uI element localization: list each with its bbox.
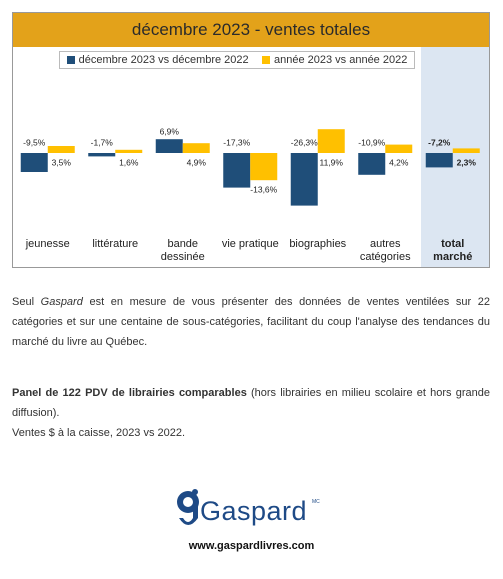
legend: décembre 2023 vs décembre 2022 année 2023… bbox=[59, 51, 415, 69]
bar bbox=[385, 144, 413, 153]
bar bbox=[452, 148, 480, 153]
chart-title: décembre 2023 - ventes totales bbox=[13, 13, 489, 47]
data-label: -17,3% bbox=[223, 137, 250, 147]
paragraph: Ventes $ à la caisse, 2023 vs 2022. bbox=[12, 427, 186, 439]
data-label: 1,6% bbox=[119, 157, 139, 167]
bold-text: Panel de 122 PDV de librairies comparabl… bbox=[12, 387, 247, 399]
paragraph: Seul Gaspard est en mesure de vous prése… bbox=[12, 292, 490, 352]
x-tick-label: total marché bbox=[433, 238, 473, 263]
x-tick-label: biographies bbox=[289, 238, 347, 250]
bar bbox=[425, 153, 453, 168]
bar bbox=[182, 143, 210, 153]
data-label: 11,9% bbox=[320, 157, 344, 167]
data-label: -7,2% bbox=[428, 137, 451, 147]
logo-text: Gaspard bbox=[200, 496, 308, 526]
data-label: 4,9% bbox=[187, 157, 207, 167]
logo-icon bbox=[177, 489, 199, 525]
data-label: -9,5% bbox=[23, 137, 46, 147]
x-tick-label: bande dessinée bbox=[160, 238, 205, 263]
bar bbox=[115, 149, 143, 153]
bar bbox=[155, 139, 183, 153]
data-label: 6,9% bbox=[160, 126, 180, 136]
chart: -9,5% 3,5% -1,7% 1,6% 6,9% 4,9% -17,3% -13,6% -2… bbox=[12, 12, 490, 268]
x-tick-label: littérature bbox=[92, 238, 139, 250]
legend-label: décembre 2023 vs décembre 2022 bbox=[78, 54, 249, 66]
bar bbox=[317, 129, 345, 153]
data-label: -1,7% bbox=[91, 137, 114, 147]
text: est en mesure de vous présenter des donn… bbox=[12, 296, 490, 348]
legend-swatch bbox=[261, 56, 270, 64]
x-tick-label: autres catégories bbox=[359, 238, 411, 263]
chart-plot: -9,5% 3,5% -1,7% 1,6% 6,9% 4,9% -17,3% -13,6% -2… bbox=[20, 47, 489, 267]
brand: Gaspard bbox=[40, 296, 83, 308]
x-tick-label: jeunesse bbox=[25, 238, 70, 250]
data-label: 4,2% bbox=[389, 157, 409, 167]
bar bbox=[358, 153, 386, 175]
legend-label: année 2023 vs année 2022 bbox=[273, 54, 408, 66]
bar bbox=[47, 146, 75, 153]
data-label: 3,5% bbox=[52, 157, 72, 167]
data-label: -10,9% bbox=[358, 137, 385, 147]
bar bbox=[88, 153, 116, 157]
legend-swatch bbox=[66, 56, 75, 64]
data-label: -26,3% bbox=[291, 137, 318, 147]
bar bbox=[290, 153, 318, 206]
bar bbox=[20, 153, 48, 172]
bar bbox=[250, 153, 278, 181]
url: www.gaspardlivres.com bbox=[188, 540, 315, 552]
legend-item: décembre 2023 vs décembre 2022 bbox=[66, 54, 249, 66]
logo-mark: MC bbox=[312, 499, 320, 505]
paragraph: Panel de 122 PDV de librairies comparabl… bbox=[12, 383, 490, 423]
data-label: -13,6% bbox=[250, 184, 277, 194]
data-label: 2,3% bbox=[457, 157, 477, 167]
legend-item: année 2023 vs année 2022 bbox=[261, 54, 408, 66]
x-tick-label: vie pratique bbox=[221, 238, 279, 250]
text: (hors librairies en milieu scolaire et h… bbox=[12, 387, 490, 419]
bar bbox=[223, 153, 251, 188]
text: Seul bbox=[12, 296, 41, 308]
